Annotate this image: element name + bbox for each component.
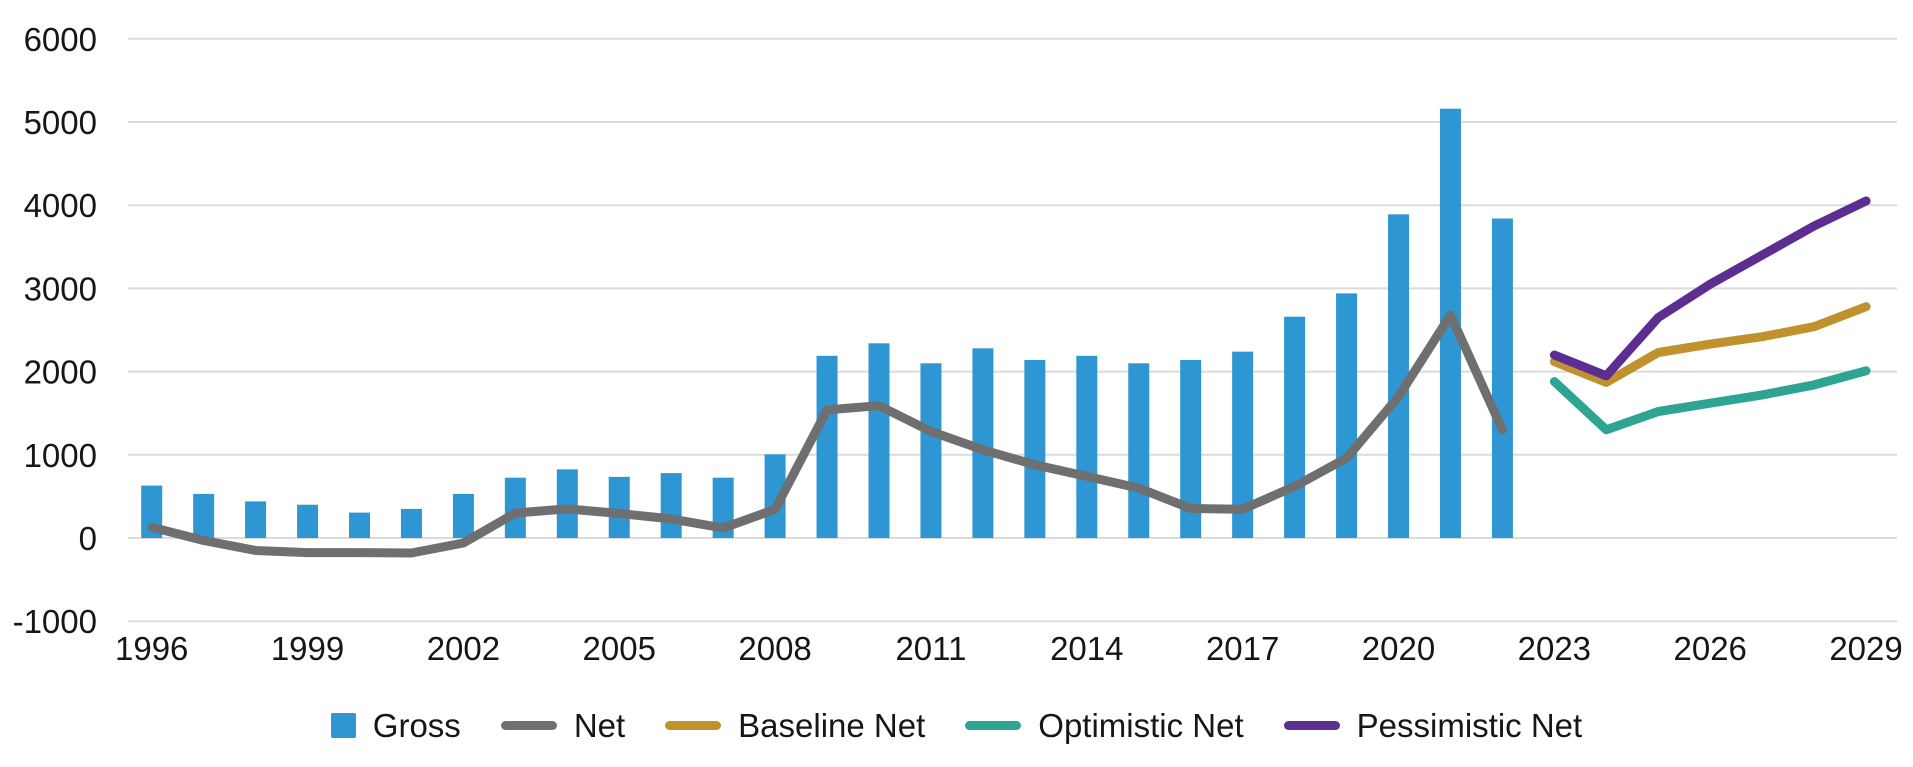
bar-1999 bbox=[297, 504, 319, 538]
x-tick-label: 2005 bbox=[583, 630, 656, 667]
bar-1997 bbox=[193, 493, 215, 538]
legend-square-swatch bbox=[330, 712, 356, 738]
bar-2006 bbox=[660, 473, 682, 538]
y-tick-label: 5000 bbox=[24, 104, 97, 141]
optimistic-net-line bbox=[1549, 366, 1871, 435]
bar-2016 bbox=[1180, 359, 1202, 538]
x-tick-label: 2020 bbox=[1362, 630, 1435, 667]
legend-item-net: Net bbox=[500, 706, 626, 744]
bar-2022 bbox=[1491, 218, 1513, 538]
legend-line-swatch bbox=[1283, 720, 1340, 730]
legend-label: Gross bbox=[372, 706, 461, 744]
bar-2005 bbox=[608, 476, 630, 538]
baseline-net-line bbox=[1549, 302, 1871, 387]
x-tick-label: 2008 bbox=[738, 630, 811, 667]
y-tick-label: 4000 bbox=[24, 187, 97, 224]
y-tick-label: 0 bbox=[79, 520, 97, 557]
legend-label: Baseline Net bbox=[738, 706, 926, 744]
line-series bbox=[147, 196, 1871, 558]
bar-2002 bbox=[452, 493, 474, 538]
y-tick-label: 6000 bbox=[24, 21, 97, 58]
bar-2019 bbox=[1336, 293, 1358, 538]
y-tick-label: 3000 bbox=[24, 270, 97, 307]
legend-item-baseline-net: Baseline Net bbox=[665, 709, 925, 742]
x-tick-label: 1999 bbox=[271, 630, 344, 667]
legend-label: Net bbox=[573, 706, 626, 744]
gridlines bbox=[128, 37, 1897, 623]
bar-2012 bbox=[972, 348, 994, 538]
y-tick-label: 2000 bbox=[24, 354, 97, 391]
legend-label: Optimistic Net bbox=[1038, 706, 1244, 744]
x-tick-label: 2002 bbox=[427, 630, 500, 667]
bar-2000 bbox=[349, 512, 370, 538]
bar-2017 bbox=[1232, 351, 1254, 538]
legend-item-optimistic-net: Optimistic Net bbox=[965, 706, 1244, 744]
x-tick-label: 1996 bbox=[115, 630, 188, 667]
bar-2008 bbox=[764, 454, 786, 538]
x-tick-label: 2014 bbox=[1050, 630, 1123, 667]
bar-2015 bbox=[1128, 363, 1150, 538]
bar-2014 bbox=[1076, 355, 1098, 538]
bar-2013 bbox=[1024, 359, 1046, 538]
x-tick-label: 2011 bbox=[895, 630, 966, 667]
legend-line-swatch bbox=[965, 720, 1022, 730]
bar-2010 bbox=[868, 343, 890, 538]
legend-line-swatch bbox=[665, 720, 722, 730]
pessimistic-net-line bbox=[1549, 196, 1871, 381]
legend-line-swatch bbox=[500, 720, 557, 730]
x-tick-label: 2029 bbox=[1829, 630, 1902, 667]
legend-item-gross: Gross bbox=[330, 706, 461, 744]
x-tick-label: 2017 bbox=[1206, 630, 1279, 667]
legend-label: Pessimistic Net bbox=[1356, 706, 1583, 744]
x-tick-label: 2026 bbox=[1673, 630, 1746, 667]
bar-2011 bbox=[920, 363, 942, 538]
gross-bars bbox=[141, 108, 1513, 539]
bar-2020 bbox=[1388, 214, 1409, 539]
chart-legend: Gross Net Baseline Net Optimistic Net Pessim… bbox=[0, 700, 1913, 750]
bar-2001 bbox=[400, 508, 422, 538]
legend-item-pessimistic-net: Pessimistic Net bbox=[1283, 706, 1583, 744]
bar-2003 bbox=[504, 477, 526, 538]
y-axis-labels: -1000 0 1000 2000 3000 4000 5000 6000 bbox=[13, 21, 97, 640]
bar-2009 bbox=[816, 355, 838, 538]
net-line bbox=[147, 310, 1507, 558]
bar-1998 bbox=[245, 501, 267, 538]
bar-2004 bbox=[556, 469, 578, 538]
x-tick-label: 2023 bbox=[1518, 630, 1591, 667]
x-axis-labels: 1996 1999 2002 2005 2008 2011 2014 2017 2020 2023… bbox=[115, 630, 1903, 667]
y-tick-label: 1000 bbox=[24, 437, 97, 474]
bar-2018 bbox=[1284, 316, 1306, 538]
y-tick-label: -1000 bbox=[13, 603, 97, 640]
